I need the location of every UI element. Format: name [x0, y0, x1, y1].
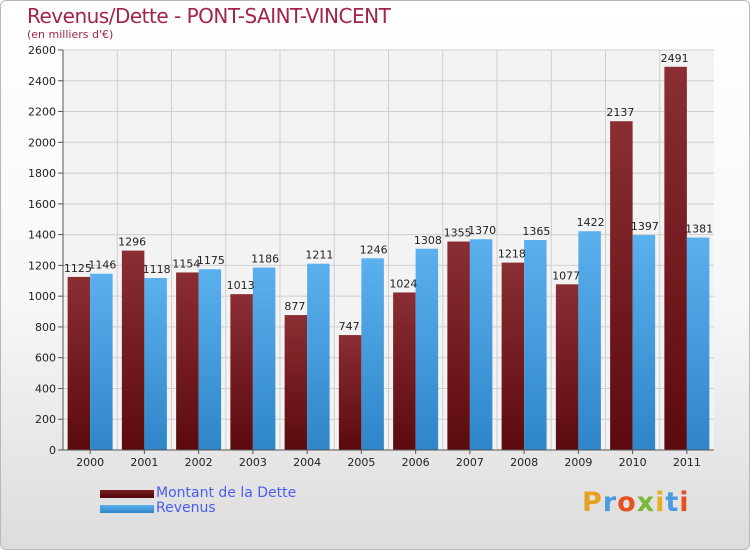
- logo-letter: o: [617, 487, 637, 518]
- bar-revenue-2011: [686, 237, 710, 450]
- data-label-debt-2001: 1296: [118, 236, 146, 249]
- data-label-debt-2007: 1355: [444, 227, 472, 240]
- tick-label-y-2000: 2000: [28, 136, 56, 149]
- legend-label-revenue: Revenus: [156, 500, 216, 516]
- data-label-revenue-2000: 1146: [88, 259, 116, 272]
- tick-label-y-1600: 1600: [28, 198, 56, 211]
- legend-swatch-debt: [100, 490, 154, 498]
- tick-label-x-2001: 2001: [130, 456, 158, 469]
- data-label-revenue-2003: 1186: [251, 253, 279, 266]
- data-label-debt-2000: 1125: [64, 262, 92, 275]
- bar-debt-2009: [555, 284, 579, 450]
- logo-letter: r: [602, 487, 618, 518]
- chart-subtitle: (en milliers d'€): [27, 28, 114, 41]
- data-label-debt-2005: 747: [339, 320, 360, 333]
- legend-swatch-revenue: [100, 505, 154, 513]
- data-label-revenue-2004: 1211: [305, 249, 333, 262]
- data-label-debt-2011: 2491: [661, 52, 689, 65]
- tick-label-y-1800: 1800: [28, 167, 56, 180]
- bar-revenue-2007: [469, 239, 493, 450]
- data-label-revenue-2008: 1365: [522, 225, 550, 238]
- tick-label-x-2008: 2008: [510, 456, 538, 469]
- tick-label-x-2007: 2007: [456, 456, 484, 469]
- tick-label-y-1200: 1200: [28, 259, 56, 272]
- chart-title: Revenus/Dette - PONT-SAINT-VINCENT: [27, 4, 391, 28]
- bar-debt-2006: [393, 292, 416, 450]
- bar-revenue-2003: [252, 267, 276, 450]
- bar-debt-2005: [338, 335, 362, 450]
- logo-letter: P: [582, 487, 603, 518]
- tick-label-y-2200: 2200: [28, 106, 56, 119]
- tick-label-y-600: 600: [35, 352, 56, 365]
- legend-label-debt: Montant de la Dette: [156, 485, 297, 501]
- data-label-debt-2009: 1077: [552, 269, 580, 282]
- logo-letter: i: [679, 487, 690, 518]
- tick-label-x-2000: 2000: [76, 456, 104, 469]
- tick-label-y-200: 200: [35, 413, 56, 426]
- bar-revenue-2005: [361, 258, 384, 450]
- data-label-revenue-2009: 1422: [577, 216, 605, 229]
- data-label-revenue-2010: 1397: [631, 220, 659, 233]
- bar-revenue-2001: [144, 278, 167, 450]
- bar-revenue-2002: [198, 269, 222, 450]
- bar-debt-2002: [176, 272, 199, 450]
- logo-letter: t: [665, 487, 680, 518]
- data-label-debt-2010: 2137: [606, 106, 634, 119]
- data-label-revenue-2007: 1370: [468, 224, 496, 237]
- bar-revenue-2009: [578, 231, 601, 450]
- tick-label-x-2006: 2006: [402, 456, 430, 469]
- tick-label-y-2600: 2600: [28, 44, 56, 57]
- data-label-debt-2003: 1013: [227, 279, 255, 292]
- data-label-debt-2002: 1154: [172, 257, 200, 270]
- tick-label-x-2003: 2003: [239, 456, 267, 469]
- tick-label-x-2011: 2011: [673, 456, 701, 469]
- tick-label-x-2002: 2002: [185, 456, 213, 469]
- bar-revenue-2006: [415, 248, 439, 450]
- tick-label-y-2400: 2400: [28, 75, 56, 88]
- bar-debt-2007: [447, 241, 470, 450]
- tick-label-x-2009: 2009: [564, 456, 592, 469]
- data-label-debt-2008: 1218: [498, 248, 526, 261]
- bar-revenue-2000: [90, 273, 113, 450]
- bar-debt-2001: [121, 250, 145, 450]
- tick-label-x-2010: 2010: [619, 456, 647, 469]
- bar-debt-2004: [284, 315, 308, 450]
- data-label-revenue-2006: 1308: [414, 234, 442, 247]
- logo-letter: i: [655, 487, 666, 518]
- tick-label-x-2004: 2004: [293, 456, 321, 469]
- data-label-revenue-2002: 1175: [197, 254, 225, 267]
- bar-revenue-2004: [307, 263, 330, 450]
- tick-label-y-1000: 1000: [28, 290, 56, 303]
- tick-label-y-0: 0: [49, 444, 56, 457]
- bar-debt-2003: [230, 294, 253, 450]
- bar-debt-2008: [501, 262, 525, 450]
- bar-revenue-2008: [524, 240, 547, 450]
- data-label-debt-2004: 877: [284, 300, 305, 313]
- tick-label-x-2005: 2005: [347, 456, 375, 469]
- bar-debt-2010: [610, 121, 633, 450]
- data-label-revenue-2011: 1381: [685, 223, 713, 236]
- bar-revenue-2010: [632, 235, 656, 450]
- proxiti-logo: Proxiti: [582, 487, 690, 518]
- data-label-revenue-2001: 1118: [143, 263, 171, 276]
- bar-debt-2011: [664, 66, 687, 451]
- data-label-revenue-2005: 1246: [360, 243, 388, 256]
- tick-label-y-800: 800: [35, 321, 56, 334]
- data-label-debt-2006: 1024: [389, 277, 417, 290]
- tick-label-y-1400: 1400: [28, 229, 56, 242]
- tick-label-y-400: 400: [35, 382, 56, 395]
- bar-debt-2000: [67, 276, 91, 450]
- logo-letter: x: [636, 487, 656, 518]
